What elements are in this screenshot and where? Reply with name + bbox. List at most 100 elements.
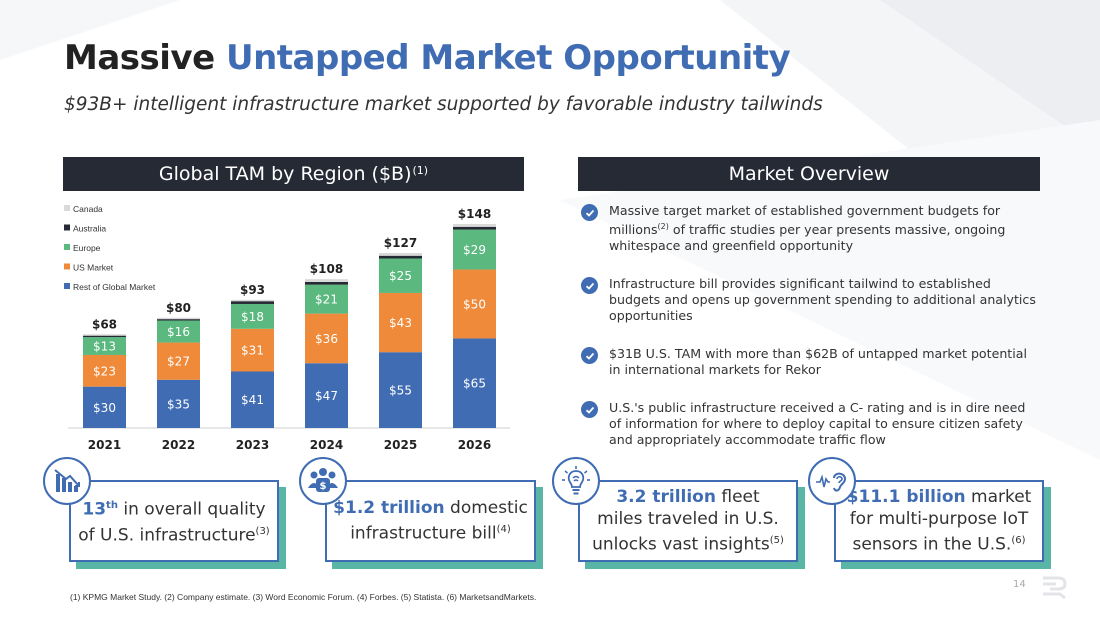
stat-footnote-ref: (4) bbox=[496, 524, 511, 536]
lightbulb-brain-icon bbox=[552, 457, 600, 505]
stat-card-iot-sensors: $11.1 billion market for multi-purpose I… bbox=[834, 480, 1044, 562]
bar-segment bbox=[453, 269, 496, 339]
bar-segment bbox=[305, 313, 348, 364]
legend-swatch bbox=[64, 283, 70, 289]
data-label: $27 bbox=[167, 355, 190, 369]
bar-segment bbox=[231, 303, 274, 329]
stat-highlight-suffix: th bbox=[106, 500, 118, 512]
total-label: $108 bbox=[310, 262, 343, 276]
total-label: $93 bbox=[240, 283, 265, 297]
company-logo-icon bbox=[1043, 576, 1067, 600]
x-tick-label: 2021 bbox=[88, 438, 121, 452]
data-label: $41 bbox=[241, 393, 264, 407]
overview-item: Massive target market of established gov… bbox=[581, 203, 1041, 254]
overview-item-text: Infrastructure bill provides significant… bbox=[609, 276, 1036, 324]
legend-label: Canada bbox=[73, 204, 103, 214]
stat-text: infrastructure bill bbox=[350, 523, 497, 544]
bar-segment bbox=[379, 258, 422, 293]
check-icon bbox=[581, 277, 598, 295]
data-label: $35 bbox=[167, 397, 190, 411]
legend-label: Australia bbox=[73, 224, 106, 234]
stat-highlight: 13 bbox=[82, 500, 107, 520]
bar-segment bbox=[305, 281, 348, 285]
x-tick-label: 2025 bbox=[384, 438, 417, 452]
legend-swatch bbox=[64, 244, 70, 250]
data-label: $29 bbox=[463, 243, 486, 257]
people-money-icon: $ bbox=[299, 457, 347, 505]
stat-text: fleet bbox=[715, 487, 760, 508]
bar-segment bbox=[453, 226, 496, 230]
bar-segment bbox=[157, 317, 200, 320]
check-icon bbox=[581, 401, 598, 419]
data-label: $31 bbox=[241, 344, 264, 358]
data-label: $36 bbox=[315, 332, 338, 346]
bar-segment bbox=[305, 279, 348, 282]
data-label: $23 bbox=[93, 364, 116, 378]
stat-text: unlocks vast insights bbox=[592, 534, 770, 555]
stat-text: miles traveled in U.S. bbox=[597, 509, 779, 530]
bar-segment bbox=[379, 352, 422, 428]
footnote: (1) KPMG Market Study. (2) Company estim… bbox=[70, 592, 537, 602]
bar-segment bbox=[231, 299, 274, 302]
bar-segment bbox=[305, 363, 348, 428]
stat-text: in overall quality bbox=[117, 500, 266, 520]
bar-segment bbox=[83, 335, 126, 338]
overview-header-label: Market Overview bbox=[728, 163, 890, 185]
stat-text: of U.S. infrastructure bbox=[78, 525, 256, 546]
overview-item: U.S.'s public infrastructure received a … bbox=[581, 400, 1041, 448]
data-label: $30 bbox=[93, 401, 116, 415]
data-label: $47 bbox=[315, 389, 338, 403]
stat-text: sensors in the U.S. bbox=[852, 534, 1012, 555]
data-label: $13 bbox=[93, 340, 116, 354]
bar-segment bbox=[83, 337, 126, 355]
chart-header-label: Global TAM by Region ($B) bbox=[158, 163, 412, 185]
svg-text:$: $ bbox=[320, 481, 327, 492]
stat-card-fleet-miles: 3.2 trillion fleet miles traveled in U.S… bbox=[578, 480, 798, 562]
bar-segment bbox=[231, 328, 274, 372]
bar-segment bbox=[157, 379, 200, 428]
stat-footnote-ref: (5) bbox=[769, 535, 784, 547]
data-label: $25 bbox=[389, 269, 412, 283]
legend-label: Rest of Global Market bbox=[73, 282, 156, 292]
bar-segment bbox=[157, 319, 200, 321]
bar-segment bbox=[157, 342, 200, 380]
page-title: Massive Untapped Market Opportunity bbox=[64, 38, 791, 78]
check-icon bbox=[581, 347, 598, 365]
title-part-1: Massive bbox=[64, 38, 226, 78]
bar-segment bbox=[453, 229, 496, 270]
bar-segment bbox=[453, 338, 496, 428]
legend-label: Europe bbox=[73, 243, 101, 253]
bar-segment bbox=[157, 320, 200, 343]
data-label: $16 bbox=[167, 325, 190, 339]
stat-card-infrastructure-quality: 13th in overall quality of U.S. infrastr… bbox=[69, 480, 279, 562]
bar-segment bbox=[379, 255, 422, 259]
bar-segment bbox=[379, 292, 422, 353]
chart-header: Global TAM by Region ($B) (1) bbox=[63, 157, 524, 191]
overview-header: Market Overview bbox=[578, 157, 1040, 191]
total-label: $148 bbox=[458, 207, 491, 221]
data-label: $50 bbox=[463, 297, 486, 311]
stat-card-infrastructure-bill: $1.2 trillion domestic infrastructure bi… bbox=[325, 480, 536, 562]
x-tick-label: 2022 bbox=[162, 438, 195, 452]
legend-swatch bbox=[64, 224, 70, 231]
overview-item-text: U.S.'s public infrastructure received a … bbox=[609, 400, 1026, 448]
tam-stacked-bar-chart: Canada Australia Europe US Market Rest of Gl… bbox=[64, 204, 510, 452]
overview-item: $31B U.S. TAM with more than $62B of unt… bbox=[581, 346, 1041, 378]
data-label: $18 bbox=[241, 310, 264, 324]
stat-highlight: $1.2 trillion bbox=[333, 498, 445, 519]
chart-header-footnote-ref: (1) bbox=[412, 163, 429, 177]
stat-text: for multi-purpose IoT bbox=[849, 509, 1029, 530]
stat-text: domestic bbox=[444, 498, 528, 519]
page-number: 14 bbox=[1013, 579, 1026, 590]
bar-segment bbox=[231, 371, 274, 428]
page-subtitle: $93B+ intelligent infrastructure market … bbox=[64, 94, 823, 115]
bar-segment bbox=[83, 354, 126, 387]
overview-item-text: Massive target market of established gov… bbox=[609, 203, 1006, 254]
declining-chart-icon bbox=[43, 457, 91, 505]
legend-swatch bbox=[64, 263, 70, 270]
bar-segment bbox=[231, 301, 274, 304]
legend-swatch bbox=[64, 205, 70, 211]
bar-segment bbox=[305, 284, 348, 314]
bar-segment bbox=[83, 334, 126, 336]
